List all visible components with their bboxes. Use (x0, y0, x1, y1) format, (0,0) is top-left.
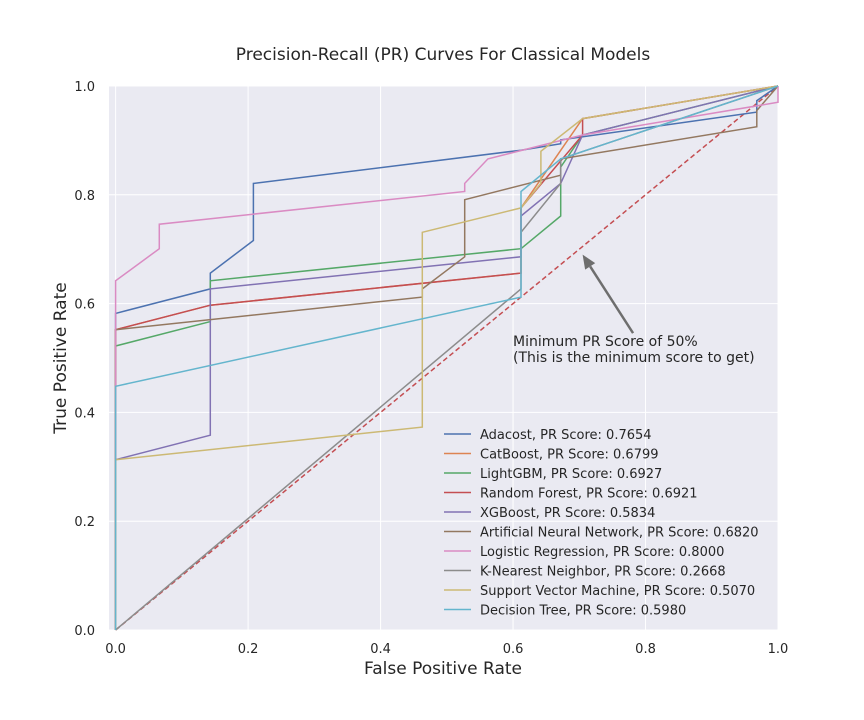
legend-label: Logistic Regression, PR Score: 0.8000 (480, 545, 724, 560)
legend-label: Artificial Neural Network, PR Score: 0.6… (480, 526, 759, 541)
x-tick-label: 0.4 (370, 642, 391, 657)
y-tick-label: 0.2 (74, 515, 95, 530)
x-tick-label: 1.0 (768, 642, 789, 657)
series-line-6 (114, 85, 779, 630)
y-tick-label: 0.8 (74, 189, 95, 204)
annotation-line-2: (This is the minimum score to get) (513, 350, 755, 366)
legend-label: Random Forest, PR Score: 0.6921 (480, 487, 698, 502)
y-tick-labels: 0.0 0.2 0.4 0.6 0.8 1.0 (74, 80, 95, 639)
x-axis-label: False Positive Rate (364, 659, 522, 679)
x-tick-label: 0.6 (503, 642, 524, 657)
series-lines (114, 85, 779, 631)
x-tick-labels: 0.0 0.2 0.4 0.6 0.8 1.0 (105, 642, 788, 657)
legend-label: XGBoost, PR Score: 0.5834 (480, 506, 655, 521)
x-tick-label: 0.2 (238, 642, 259, 657)
y-tick-label: 1.0 (74, 80, 95, 95)
annotation-arrow (589, 265, 635, 334)
reference-diagonal-line (115, 85, 779, 631)
legend-label: CatBoost, PR Score: 0.6799 (480, 448, 659, 463)
legend-label: K-Nearest Neighbor, PR Score: 0.2668 (480, 565, 726, 580)
legend-label: Adacost, PR Score: 0.7654 (480, 428, 652, 443)
y-tick-label: 0.0 (74, 624, 95, 639)
y-tick-label: 0.6 (74, 298, 95, 313)
legend-label: Decision Tree, PR Score: 0.5980 (480, 604, 686, 619)
x-tick-label: 0.0 (105, 642, 126, 657)
y-tick-label: 0.4 (74, 406, 95, 421)
series-line-10 (114, 85, 779, 630)
legend-label: Support Vector Machine, PR Score: 0.5070 (480, 584, 755, 599)
grid (109, 85, 779, 631)
annotation-line-1: Minimum PR Score of 50% (513, 334, 698, 350)
x-tick-label: 0.8 (635, 642, 656, 657)
reference-line (115, 85, 779, 631)
annotation: Minimum PR Score of 50% (This is the min… (513, 254, 755, 366)
annotation-arrow-head (582, 254, 596, 270)
legend: Adacost, PR Score: 0.7654 CatBoost, PR Sc… (444, 428, 759, 619)
y-axis-label: True Positive Rate (51, 282, 71, 434)
legend-label: LightGBM, PR Score: 0.6927 (480, 467, 662, 482)
chart-title: Precision-Recall (PR) Curves For Classic… (236, 45, 651, 65)
